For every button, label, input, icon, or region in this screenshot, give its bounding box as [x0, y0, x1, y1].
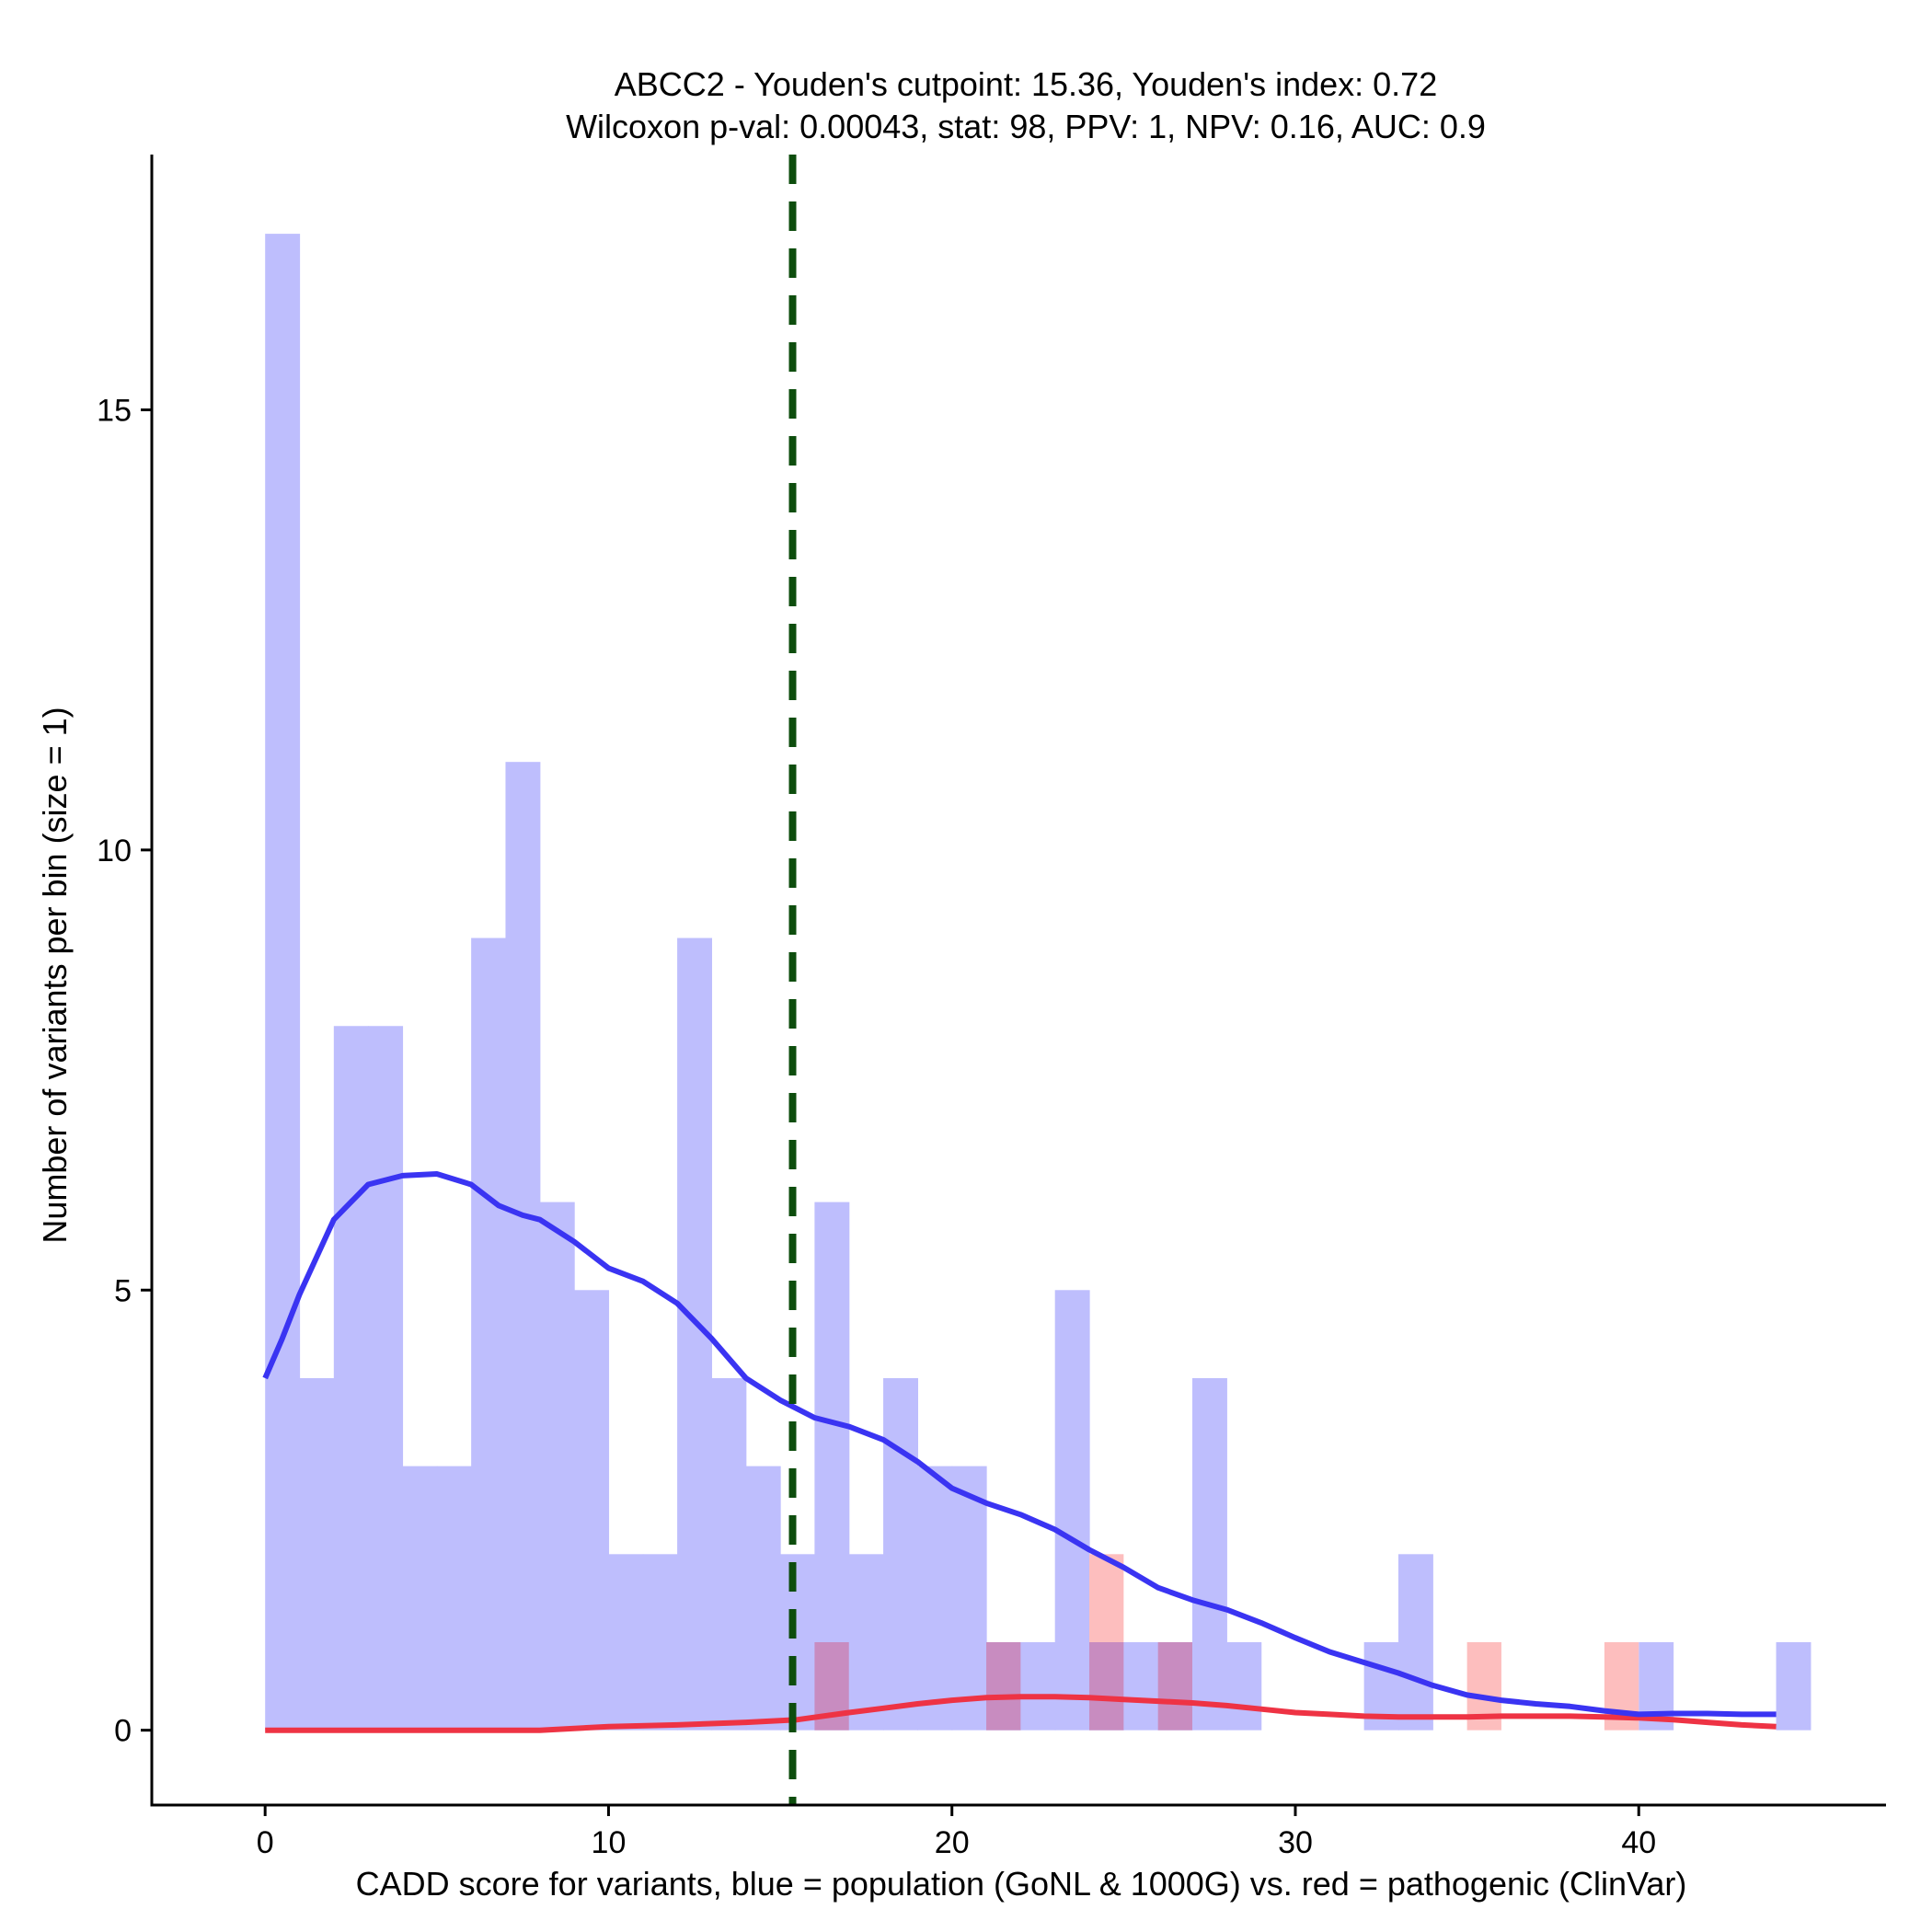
ticks: 0 10 20 30 40 0 5 10 15: [97, 393, 1656, 1860]
population-bar: [883, 1377, 918, 1731]
population-bar: [1192, 1377, 1227, 1731]
population-bar: [780, 1554, 816, 1731]
chart-title-line2: Wilcoxon p-val: 0.00043, stat: 98, PPV: …: [566, 108, 1486, 145]
population-bar: [951, 1466, 987, 1731]
population-bar: [265, 234, 301, 1731]
y-tick-label: 10: [97, 834, 132, 868]
overlap-bar: [1157, 1641, 1192, 1731]
y-axis-label: Number of variants per bin (size = 1): [36, 707, 74, 1243]
x-tick-label: 10: [592, 1825, 627, 1860]
pathogenic-bar: [1089, 1554, 1124, 1642]
chart-title-line1: ABCC2 - Youden's cutpoint: 15.36, Youden…: [615, 65, 1437, 103]
population-bar: [1776, 1641, 1811, 1731]
population-bar: [299, 1377, 335, 1731]
overlap-bar: [986, 1641, 1021, 1731]
density-curves: [262, 1171, 1777, 1733]
x-tick-label: 30: [1278, 1825, 1313, 1860]
population-bars: [265, 234, 1811, 1731]
population-bar: [848, 1554, 884, 1731]
population-bar: [1054, 1290, 1090, 1731]
overlap-bars: [814, 1641, 1192, 1731]
population-bar: [1020, 1641, 1056, 1731]
population-bar: [745, 1466, 781, 1731]
y-tick-label: 5: [114, 1273, 132, 1308]
population-bar: [505, 762, 541, 1731]
overlap-bar: [1089, 1641, 1124, 1731]
population-bar: [436, 1466, 472, 1731]
population-bar: [539, 1202, 575, 1731]
pathogenic-density-line: [265, 1694, 1777, 1733]
population-bar: [574, 1290, 610, 1731]
y-tick-label: 0: [114, 1714, 132, 1749]
population-bar: [333, 1026, 369, 1731]
population-bar: [1397, 1554, 1433, 1731]
population-bar: [471, 937, 507, 1731]
axes: [150, 155, 1886, 1807]
population-bar: [711, 1377, 747, 1731]
x-tick-label: 20: [935, 1825, 970, 1860]
population-bar: [1226, 1641, 1262, 1731]
population-bar: [917, 1466, 953, 1731]
population-density-line: [262, 1171, 1777, 1718]
population-bar: [1123, 1641, 1159, 1731]
x-axis-label: CADD score for variants, blue = populati…: [356, 1865, 1687, 1903]
population-bar: [368, 1026, 404, 1731]
y-tick-label: 15: [97, 393, 132, 428]
population-bar: [608, 1554, 644, 1731]
x-tick-label: 0: [257, 1825, 274, 1860]
population-bar: [642, 1554, 678, 1731]
x-tick-label: 40: [1621, 1825, 1656, 1860]
population-bar: [402, 1466, 438, 1731]
